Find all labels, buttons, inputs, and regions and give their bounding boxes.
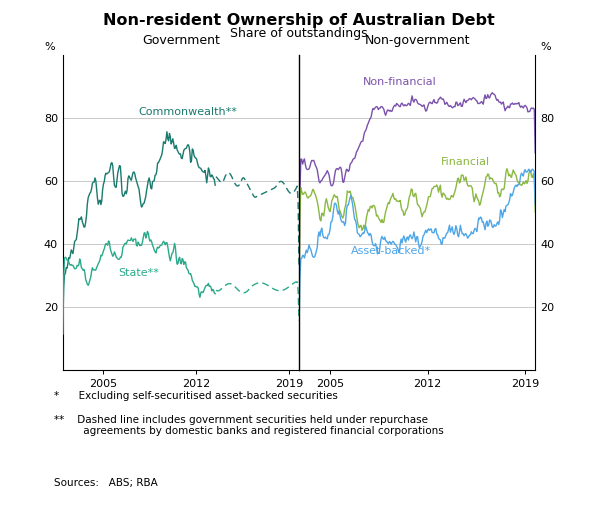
Text: Non-government: Non-government [364, 34, 470, 47]
Text: *      Excluding self-securitised asset-backed securities: * Excluding self-securitised asset-backe… [54, 391, 338, 401]
Text: %: % [540, 42, 551, 52]
Text: Asset-backed*: Asset-backed* [351, 246, 431, 256]
Text: %: % [44, 42, 54, 52]
Text: Share of outstandings: Share of outstandings [230, 27, 368, 40]
Text: Commonwealth**: Commonwealth** [139, 107, 237, 117]
Text: State**: State** [118, 268, 159, 278]
Text: Financial: Financial [441, 158, 490, 167]
Text: Non-resident Ownership of Australian Debt: Non-resident Ownership of Australian Deb… [103, 13, 495, 28]
Text: **    Dashed line includes government securities held under repurchase
         : ** Dashed line includes government secur… [54, 415, 444, 436]
Text: Government: Government [142, 34, 220, 47]
Text: Sources:   ABS; RBA: Sources: ABS; RBA [54, 478, 157, 488]
Text: Non-financial: Non-financial [363, 77, 437, 87]
